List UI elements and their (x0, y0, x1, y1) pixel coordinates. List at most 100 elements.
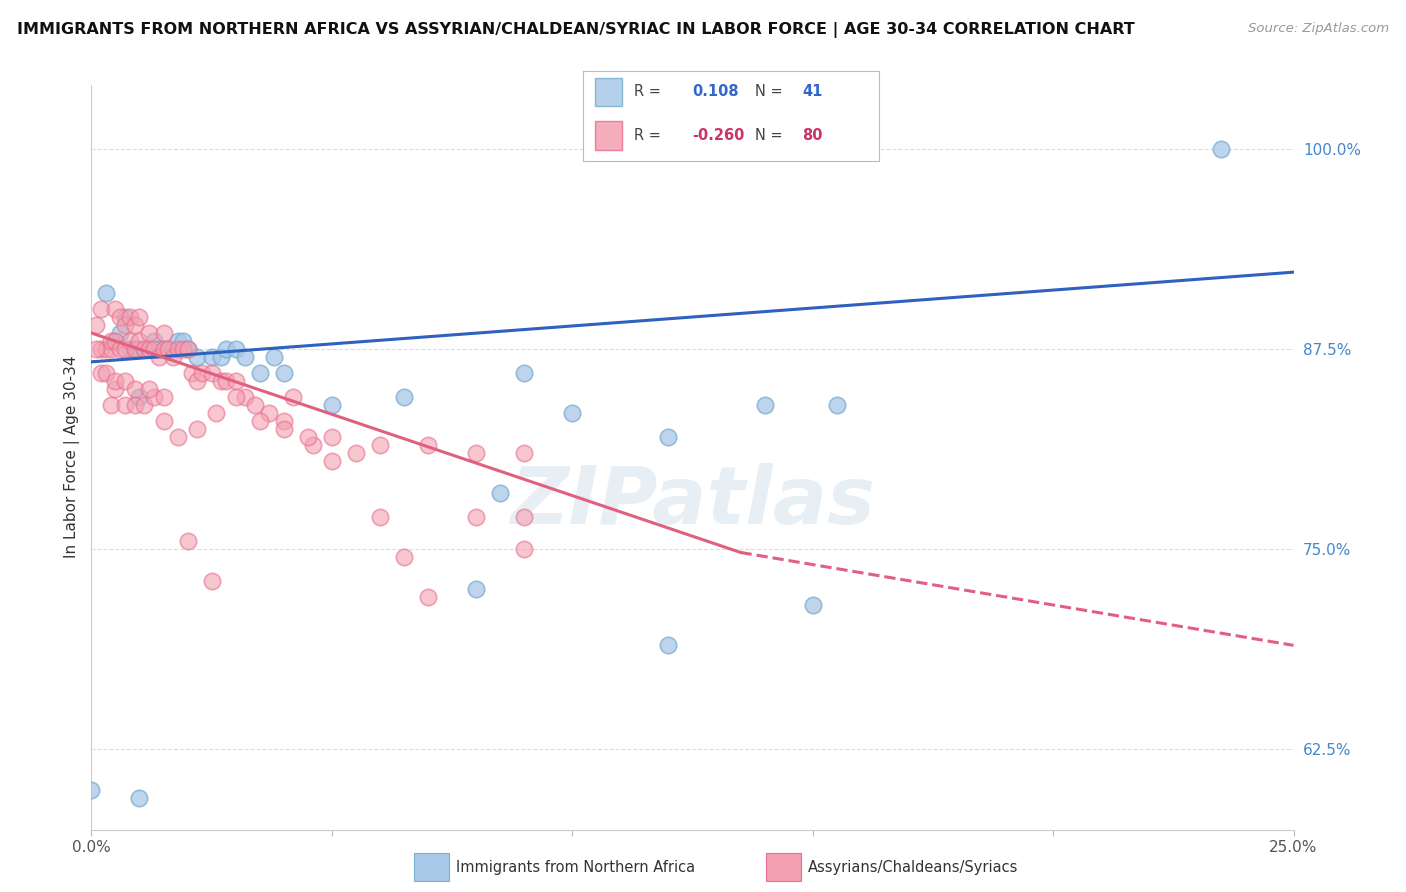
Point (392, 390, 415, 404)
Point (191, 366, 214, 380)
Point (110, 326, 132, 340)
Point (172, 334, 194, 348)
Point (152, 326, 174, 340)
Point (489, 486, 512, 500)
Point (273, 366, 295, 380)
Point (94, 342, 117, 356)
Point (124, 318, 146, 332)
Point (162, 342, 184, 356)
Point (181, 366, 204, 380)
Point (465, 510, 488, 524)
Point (416, 591, 439, 605)
Point (162, 350, 184, 364)
Text: Assyrians/Chaldeans/Syriacs: Assyrians/Chaldeans/Syriacs (808, 860, 1018, 874)
Point (80, 782, 103, 797)
Point (104, 374, 127, 388)
Point (273, 422, 295, 436)
Point (297, 430, 319, 444)
Point (368, 510, 391, 524)
Point (134, 342, 156, 356)
Point (215, 342, 238, 356)
Point (124, 382, 146, 396)
Text: -0.260: -0.260 (693, 128, 745, 143)
Point (249, 414, 271, 428)
Point (259, 406, 281, 420)
Point (94, 366, 117, 380)
Point (142, 334, 165, 348)
Point (754, 398, 776, 412)
Point (416, 438, 439, 452)
Point (157, 342, 180, 356)
Point (104, 301, 127, 316)
Point (118, 342, 141, 356)
Point (273, 414, 295, 428)
Point (233, 390, 256, 404)
Point (186, 350, 208, 364)
Point (114, 398, 136, 412)
Point (301, 438, 323, 452)
Point (201, 350, 224, 364)
Point (134, 398, 156, 412)
Point (176, 342, 198, 356)
Point (825, 398, 848, 412)
Point (152, 390, 174, 404)
Point (243, 398, 266, 412)
Point (392, 550, 415, 565)
Point (321, 454, 343, 468)
Point (1211, 142, 1233, 156)
Point (186, 374, 208, 388)
Point (142, 390, 165, 404)
Point (100, 398, 122, 412)
Point (209, 374, 232, 388)
Point (209, 350, 232, 364)
Text: IMMIGRANTS FROM NORTHERN AFRICA VS ASSYRIAN/CHALDEAN/SYRIAC IN LABOR FORCE | AGE: IMMIGRANTS FROM NORTHERN AFRICA VS ASSYR… (17, 22, 1135, 38)
Point (104, 334, 127, 348)
Point (124, 342, 146, 356)
Text: 41: 41 (801, 85, 823, 99)
Point (152, 414, 174, 428)
Point (465, 446, 488, 460)
Text: ZIPatlas: ZIPatlas (510, 463, 875, 541)
Point (321, 398, 343, 412)
Point (186, 422, 208, 436)
Point (321, 430, 343, 444)
Point (124, 342, 146, 356)
Point (561, 406, 583, 420)
Point (513, 542, 536, 557)
Text: N =: N = (755, 128, 782, 143)
Bar (595, 78, 621, 106)
Point (104, 382, 127, 396)
Point (110, 310, 132, 324)
Point (225, 374, 247, 388)
Point (148, 350, 170, 364)
Point (344, 446, 367, 460)
Point (513, 446, 536, 460)
Text: 80: 80 (801, 128, 823, 143)
Text: N =: N = (755, 85, 782, 99)
Point (142, 342, 165, 356)
Point (249, 366, 271, 380)
Point (90, 342, 112, 356)
Point (128, 342, 150, 356)
Bar (595, 121, 621, 150)
Text: R =: R = (634, 85, 661, 99)
Point (84, 318, 107, 332)
Point (94, 285, 117, 300)
Point (215, 374, 238, 388)
Point (90, 301, 112, 316)
Point (118, 310, 141, 324)
Point (134, 342, 156, 356)
Point (167, 334, 190, 348)
Point (233, 350, 256, 364)
Point (513, 366, 536, 380)
Text: Source: ZipAtlas.com: Source: ZipAtlas.com (1249, 22, 1389, 36)
Point (90, 366, 112, 380)
Point (100, 334, 122, 348)
Point (801, 599, 824, 613)
Point (513, 510, 536, 524)
Point (128, 334, 150, 348)
Point (172, 342, 194, 356)
Point (148, 342, 170, 356)
Point (138, 342, 160, 356)
Point (84, 342, 107, 356)
